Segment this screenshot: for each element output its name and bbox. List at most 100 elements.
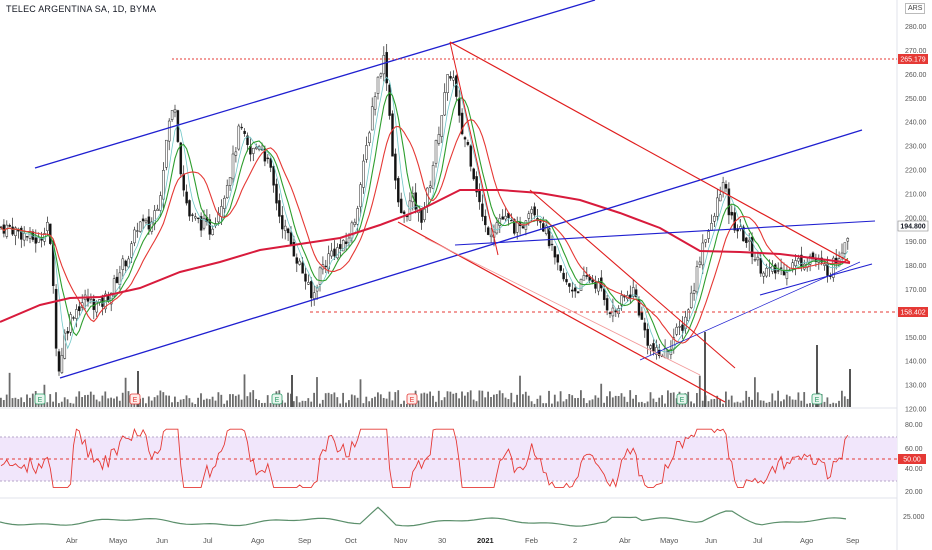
volume-bar [185, 395, 188, 407]
volume-bar [823, 401, 826, 407]
candle-body [794, 260, 797, 267]
candle-body [228, 177, 232, 186]
candle-body [138, 221, 142, 232]
candle-body [266, 157, 270, 160]
volume-bar [179, 399, 182, 407]
volume-bar [234, 395, 237, 407]
volume-bar [553, 394, 556, 407]
volume-bar [113, 398, 115, 407]
candle-body [823, 263, 826, 266]
price-tick-label: 280.00 [905, 24, 927, 31]
last-price-tag-text: 194.800 [900, 224, 925, 231]
candle-body [713, 215, 716, 222]
volume-bar [121, 392, 124, 407]
candle-body [8, 224, 11, 227]
volume-bar [716, 395, 719, 407]
candle-body [776, 270, 780, 272]
currency-badge[interactable]: ARS [905, 3, 926, 14]
volume-bar [92, 394, 95, 407]
candle-body [771, 265, 774, 272]
time-label: Mayo [109, 536, 127, 545]
trend-drawings[interactable] [34, 0, 876, 403]
volume-bar [72, 403, 75, 407]
candle-body [539, 221, 542, 223]
candle-body [179, 142, 183, 175]
volume-bar [542, 403, 545, 407]
volume-bar [446, 391, 449, 407]
candle-body [716, 197, 719, 217]
candle-body [765, 267, 768, 277]
volume-bar [713, 398, 716, 407]
candle-body [704, 239, 707, 243]
volume-bar [620, 393, 623, 407]
candle-body [162, 169, 165, 200]
candle-body [34, 237, 38, 244]
time-label: Ago [800, 536, 813, 545]
volume-bar [493, 394, 495, 407]
volume-bar [237, 394, 240, 407]
volume-bar [356, 397, 359, 407]
volume-bar [727, 399, 730, 407]
volume-bar [240, 399, 243, 407]
candle-body [750, 236, 754, 258]
red-fan-line [449, 41, 499, 256]
earnings-marker [406, 393, 418, 405]
candle-body [185, 191, 188, 204]
volume-bar [107, 398, 110, 407]
volume-bar [501, 393, 504, 407]
volume-bar [687, 391, 690, 407]
volume-bar [756, 392, 759, 407]
volume-bar [698, 375, 701, 407]
volume-bar [292, 401, 295, 407]
volume-bar [632, 398, 634, 407]
candle-body [368, 132, 371, 144]
volume-bar [377, 392, 379, 407]
candle-body [269, 158, 272, 168]
candle-body [687, 309, 690, 321]
volume-bar [304, 400, 307, 407]
candle-body [333, 248, 336, 257]
volume-bar [748, 396, 750, 407]
volume-bar [359, 379, 362, 407]
candle-body [324, 265, 328, 268]
volume-bar [487, 391, 489, 407]
candle-body [95, 301, 98, 313]
candle-body [774, 264, 777, 274]
candle-body [246, 135, 249, 146]
volume-bar [5, 394, 8, 407]
volume-bar [200, 393, 202, 407]
candle-body [72, 317, 75, 319]
volume-bar [838, 400, 840, 407]
time-label: 2021 [477, 536, 494, 545]
volume-bar [475, 401, 478, 407]
candle-body [571, 289, 574, 292]
volume-bar [324, 393, 327, 407]
volume-bar [785, 394, 788, 407]
candle-body [614, 310, 618, 313]
volume-bar [417, 400, 420, 407]
volume-bar [591, 399, 594, 407]
volume-bar [379, 394, 382, 407]
volume-bar [693, 403, 695, 407]
candle-body [234, 151, 238, 156]
price-tick-label: 230.00 [905, 144, 927, 151]
volume-bar [582, 398, 585, 407]
volume-bar [14, 397, 17, 407]
candle-body [556, 254, 560, 263]
candle-body [133, 229, 136, 244]
time-label: 30 [438, 536, 446, 545]
volume-bar [87, 394, 89, 407]
volume-bar [435, 401, 437, 407]
candle-body [698, 261, 702, 265]
volume-bar [118, 400, 121, 407]
price-tick-label: 210.00 [905, 191, 927, 198]
candle-body [600, 277, 603, 289]
candle-body [747, 239, 751, 242]
candle-body [646, 328, 649, 346]
volume-bar [765, 402, 768, 407]
candle-body [286, 228, 290, 234]
volume-bar [626, 401, 629, 407]
candle-body [762, 272, 765, 277]
candle-body [51, 240, 55, 287]
